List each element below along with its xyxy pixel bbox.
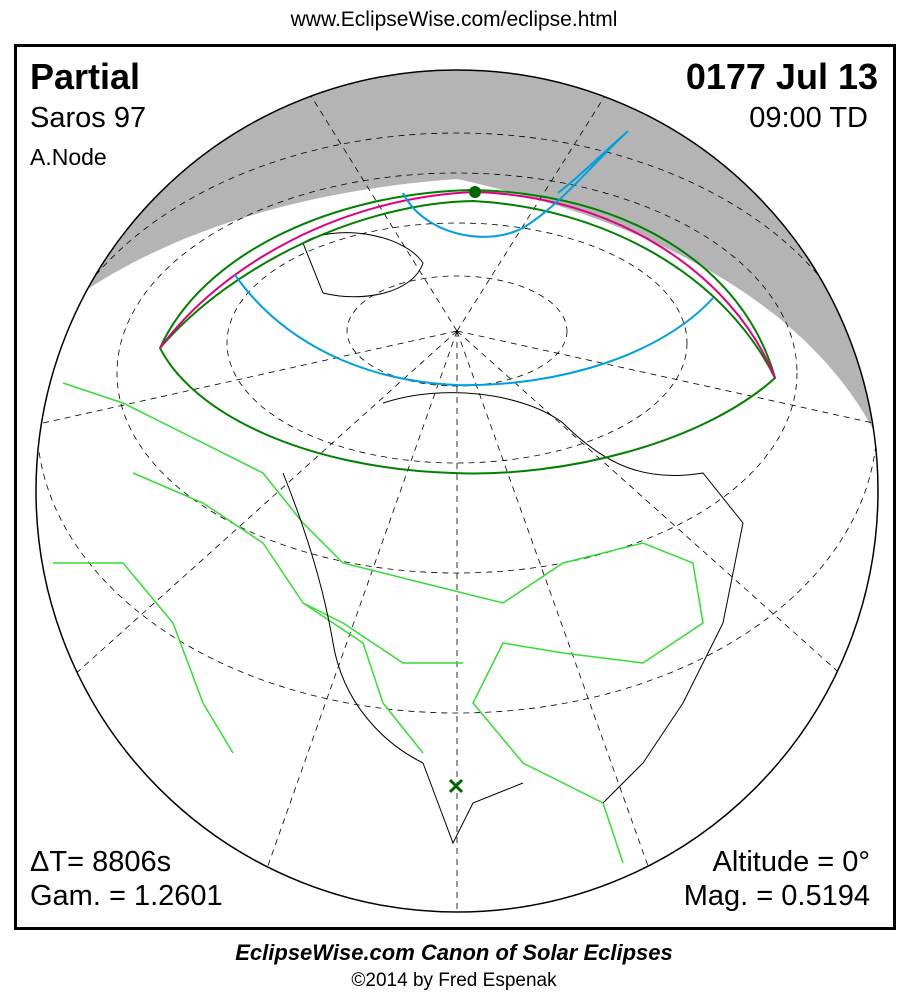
night-region [36,70,878,473]
eclipse-type: Partial [30,56,141,97]
rise-set-curve [234,274,714,387]
eclipse-time: 09:00 TD [749,102,868,134]
copyright: ©2014 by Fred Espenak [351,970,557,991]
greatest-eclipse-marker-icon [448,778,464,794]
eclipse-map [35,69,879,913]
gamma: Gam. = 1.2601 [30,880,223,912]
delta-t: ΔT= 8806s [30,846,172,878]
map-frame [14,44,896,930]
coastlines [282,232,744,845]
saros: Saros 97 [30,102,147,134]
rise-set-loop [402,130,629,238]
eclipse-date: 0177 Jul 13 [685,56,878,97]
magnitude: Mag. = 0.5194 [683,880,870,912]
canon-title: EclipseWise.com Canon of Solar Eclipses [235,940,673,965]
penumbra-inner-curve [159,199,776,379]
node: A.Node [30,144,107,170]
globe-outline [35,69,879,913]
greatest-eclipse-sun-icon [469,186,481,198]
country-borders [53,382,704,864]
altitude: Altitude = 0° [712,846,870,878]
header-url: www.EclipseWise.com/eclipse.html [290,8,618,31]
